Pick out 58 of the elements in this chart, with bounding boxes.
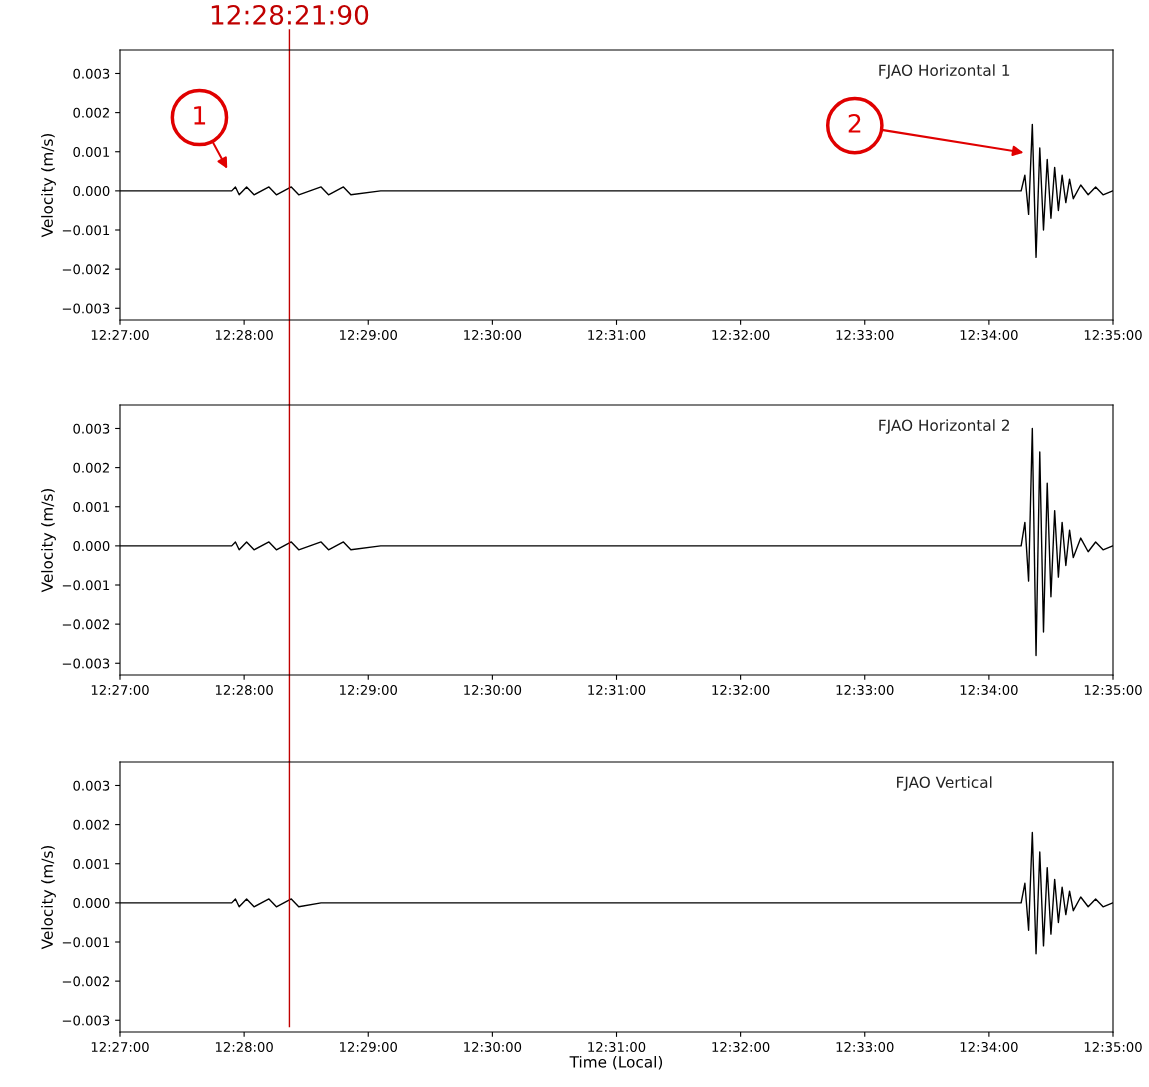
x-tick-label: 12:33:00 [836,684,894,695]
y-tick-label: −0.001 [62,580,110,591]
y-axis-title: Velocity (m/s) [41,488,56,593]
y-tick-label: −0.001 [62,225,110,236]
x-tick-label: 12:34:00 [960,684,1018,695]
x-tick-label: 12:32:00 [712,329,770,340]
x-tick-label: 12:34:00 [960,1041,1018,1052]
y-axis-title: Velocity (m/s) [41,845,56,950]
y-tick-label: 0.001 [73,501,110,512]
x-tick-label: 12:29:00 [340,329,397,340]
x-tick-label: 12:27:00 [91,1041,149,1052]
x-tick-label: 12:30:00 [464,684,522,695]
text: FJAO Horizontal 1 [879,64,1010,79]
y-tick-label: 0.003 [73,780,110,791]
ref-line-label: 12:28:21:90 [211,4,369,25]
y-tick-label: 0.000 [73,186,110,197]
x-tick-label: 12:30:00 [464,329,522,340]
y-tick-label: 0.003 [73,68,110,79]
x-tick-label: 12:33:00 [836,1041,894,1052]
y-tick-label: −0.003 [62,658,110,669]
series-label: FJAO Horizontal 2 [879,419,1009,434]
x-tick-label: 12:29:00 [340,684,397,695]
y-tick-label: 0.002 [73,819,109,830]
y-tick-label: −0.002 [62,619,109,630]
x-tick-label: 12:28:00 [215,684,273,695]
x-tick-label: 12:31:00 [588,684,646,695]
y-tick-label: −0.003 [62,303,110,314]
y-tick-label: −0.002 [62,976,109,987]
annotation: 2 [848,113,861,133]
y-tick-label: −0.001 [62,937,110,948]
y-tick-label: 0.000 [73,541,110,552]
x-tick-label: 12:27:00 [91,684,149,695]
y-tick-label: −0.002 [62,264,109,275]
x-tick-label: 12:33:00 [836,329,894,340]
x-tick-label: 12:31:00 [588,1041,646,1052]
y-tick-label: 0.003 [73,423,110,434]
y-tick-label: 0.002 [73,462,109,473]
x-tick-label: 12:29:00 [340,1041,397,1052]
annotation: 1 [194,106,206,125]
x-tick-label: 12:28:00 [215,1041,273,1052]
y-tick-label: 0.001 [73,858,110,869]
text: FJAO Vertical [897,776,992,791]
x-tick-label: 12:30:00 [464,1041,522,1052]
x-tick-label: 12:28:00 [215,329,273,340]
x-tick-label: 12:35:00 [1084,684,1142,695]
x-tick-label: 12:32:00 [712,1041,770,1052]
x-tick-label: 12:32:00 [712,684,770,695]
x-tick-label: 12:31:00 [588,329,646,340]
y-axis-title: Velocity (m/s) [41,133,56,238]
y-tick-label: −0.003 [62,1015,110,1026]
y-tick-label: 0.000 [73,898,110,909]
x-tick-label: 12:35:00 [1084,329,1142,340]
x-axis-title: Time (Local) [569,1055,663,1070]
y-tick-label: 0.001 [73,146,110,157]
x-tick-label: 12:27:00 [91,329,149,340]
y-tick-label: 0.002 [73,107,109,118]
x-tick-label: 12:34:00 [960,329,1018,340]
x-tick-label: 12:35:00 [1084,1041,1142,1052]
